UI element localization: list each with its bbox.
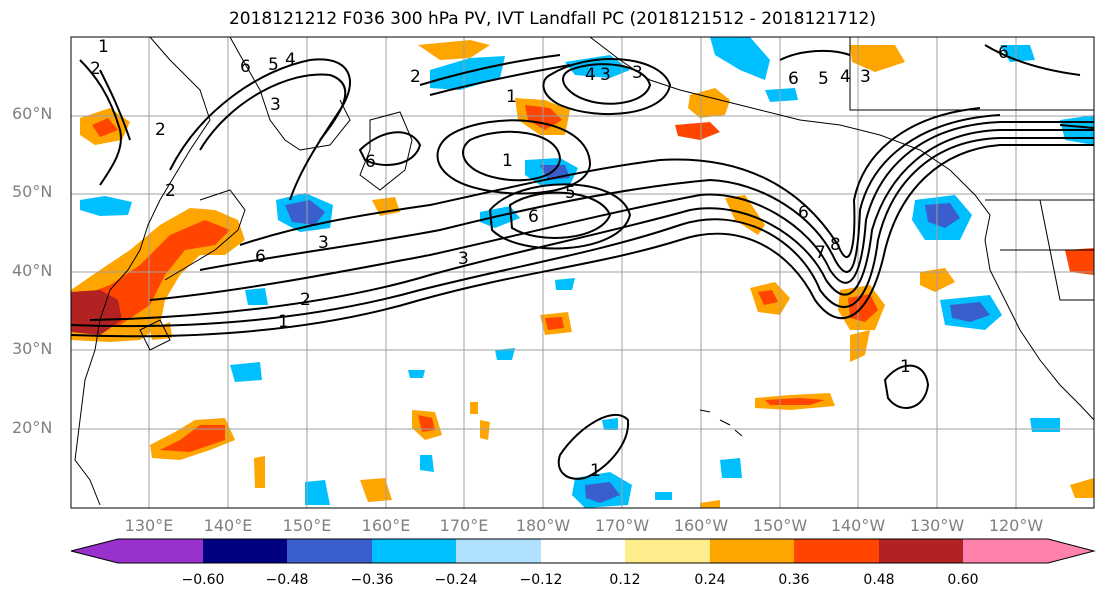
colorbar-min-extension — [71, 539, 118, 563]
contour-label: 1 — [506, 87, 517, 107]
lon-label: 140°E — [203, 516, 253, 535]
colorbar-tick-label: 0.24 — [694, 572, 726, 588]
colorbar-cell — [203, 539, 287, 563]
contour-label: 3 — [458, 249, 469, 269]
lat-label: 20°N — [12, 418, 53, 437]
lon-label: 130°W — [909, 516, 965, 535]
contour-label: 2 — [90, 59, 101, 79]
colorbar-tick-label: 0.60 — [947, 572, 979, 588]
contour-label: 1 — [278, 312, 289, 332]
colorbar-tick-label: −0.24 — [434, 572, 478, 588]
contour-label: 1 — [590, 461, 601, 481]
lon-label: 170°E — [439, 516, 489, 535]
lon-label: 120°W — [988, 516, 1044, 535]
contour-label: 1 — [502, 151, 513, 171]
colorbar-cell — [541, 539, 625, 563]
contour-label: 3 — [318, 233, 329, 253]
contour-labels: 1 2 5 4 6 3 2 6 2 3 1 5 6 3 1 6 5 4 3 6 … — [90, 37, 1009, 481]
colorbar-cell — [625, 539, 710, 563]
contour-label: 2 — [410, 67, 421, 87]
contour-label: 6 — [365, 152, 376, 172]
colorbar-tick-label: 0.12 — [609, 572, 641, 588]
colorbar-max-extension — [1048, 539, 1094, 563]
lon-label: 160°E — [361, 516, 411, 535]
map-frame — [70, 36, 1095, 509]
lon-label: 130°E — [124, 516, 174, 535]
contour-label: 2 — [165, 181, 176, 201]
contour-label: 2 — [155, 120, 166, 140]
colorbar-cell — [287, 539, 372, 563]
contour-label: 6 — [240, 57, 251, 77]
contour-label: 6 — [798, 203, 809, 223]
colorbar-tick-label: 0.36 — [778, 572, 810, 588]
contour-label: 8 — [830, 235, 841, 255]
contour-label: 1 — [98, 37, 109, 57]
lon-label: 170°W — [594, 516, 650, 535]
contour-label: 6 — [998, 43, 1009, 63]
contour-label: 3 — [632, 63, 643, 83]
colorbar-cell — [372, 539, 456, 563]
contour-label: 4 — [585, 65, 596, 85]
map-title: 2018121212 F036 300 hPa PV, IVT Landfall… — [228, 9, 876, 29]
contour-label: 3 — [600, 65, 611, 85]
contour-label: 7 — [815, 243, 826, 263]
colorbar-tick-label: −0.12 — [519, 572, 563, 588]
contour-label: 5 — [268, 55, 279, 75]
contour-label: 5 — [565, 183, 576, 203]
contour-label: 3 — [860, 67, 871, 87]
colorbar-cell — [794, 539, 879, 563]
contour-label: 6 — [528, 207, 539, 227]
contour-label: 5 — [818, 69, 829, 89]
colorbar-tick-label: −0.60 — [181, 572, 225, 588]
lon-label: 160°W — [673, 516, 729, 535]
colorbar-tick-label: 0.48 — [863, 572, 895, 588]
contour-label: 6 — [788, 69, 799, 89]
colorbar-cell — [456, 539, 541, 563]
lon-label: 150°W — [752, 516, 808, 535]
colorbar-outline — [70, 538, 1096, 564]
contour-label: 4 — [840, 67, 851, 87]
colorbar-tick-label: −0.36 — [350, 572, 394, 588]
colorbar-cell — [879, 539, 963, 563]
contour-label: 6 — [255, 247, 266, 267]
contour-label: 2 — [300, 290, 311, 310]
pv-shading — [71, 37, 1094, 508]
lat-label: 40°N — [12, 261, 53, 280]
pv-contours — [71, 44, 1094, 480]
colorbar — [70, 538, 1096, 564]
contour-label: 1 — [900, 357, 911, 377]
colorbar-cell — [963, 539, 1048, 563]
lat-label: 50°N — [12, 182, 53, 201]
coastlines — [74, 37, 1094, 506]
lon-label: 150°E — [282, 516, 332, 535]
contour-label: 3 — [270, 95, 281, 115]
colorbar-cell — [118, 539, 203, 563]
contour-label: 4 — [285, 50, 296, 70]
lat-label: 60°N — [12, 104, 53, 123]
lon-label: 180°W — [515, 516, 571, 535]
lon-label: 140°W — [830, 516, 886, 535]
colorbar-cell — [710, 539, 794, 563]
lat-label: 30°N — [12, 339, 53, 358]
colorbar-tick-label: −0.48 — [265, 572, 309, 588]
